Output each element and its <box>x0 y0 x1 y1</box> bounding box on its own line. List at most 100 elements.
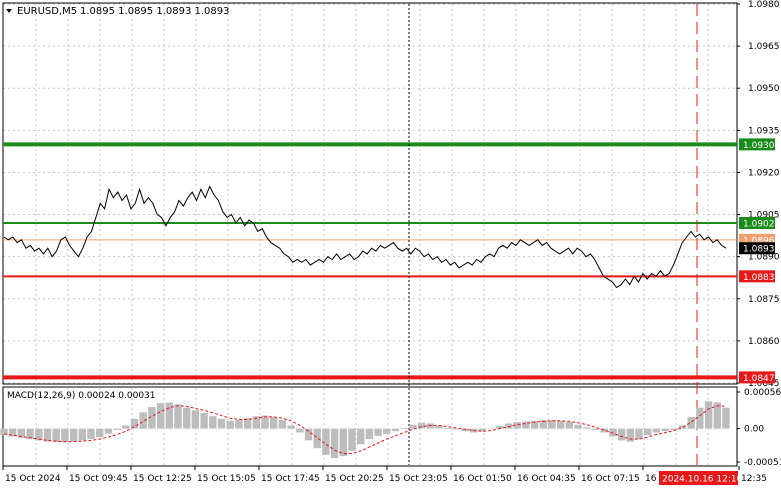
macd-bar <box>43 428 52 442</box>
level-labels: 1.0930 1.0902 1.0896 1.0883 1.0847 1.0893 <box>739 138 775 384</box>
macd-bar <box>226 420 234 429</box>
time-badge-label: 2024.10.16 12:10 <box>662 475 743 485</box>
macd-bar <box>383 428 391 434</box>
time-tick-label: 15 Oct 17:45 <box>261 474 320 484</box>
macd-bar <box>200 412 208 429</box>
macd-bar <box>61 428 69 443</box>
price-tick-label: 1.0860 <box>748 337 780 347</box>
price-tick-label: 1.0920 <box>748 168 780 178</box>
macd-bar <box>530 420 539 429</box>
time-badge <box>659 471 738 485</box>
macd-bar <box>348 428 356 451</box>
macd-bar <box>26 428 34 440</box>
macd-bar <box>713 402 721 429</box>
macd-bar <box>678 425 687 429</box>
macd-bar <box>148 407 156 429</box>
macd-bar <box>130 418 139 429</box>
macd-bar <box>626 428 634 442</box>
macd-bar <box>139 412 147 429</box>
macd-bar <box>304 428 313 441</box>
macd-bar <box>696 407 704 429</box>
time-tick-label: 15 Oct 12:25 <box>133 474 192 484</box>
macd-bar <box>539 420 547 429</box>
time-tick-label: 15 Oct 09:45 <box>69 474 128 484</box>
macd-bar <box>278 420 287 429</box>
macd-bar <box>426 423 434 429</box>
chart-header: EURUSD,M5 1.0895 1.0895 1.0893 1.0893 <box>6 6 230 17</box>
macd-bar <box>113 428 121 430</box>
time-tick-label: 16 Oct 04:35 <box>517 474 576 484</box>
macd-bar <box>209 416 217 429</box>
macd-bar <box>417 422 426 429</box>
price-axis: 1.0980 1.0965 1.0950 1.0935 1.0920 1.0905 1.08… <box>737 0 780 389</box>
macd-bar <box>722 407 730 429</box>
macd-bar <box>287 425 295 429</box>
macd-bar <box>374 428 382 436</box>
macd-tick-label: -0.00051 <box>744 458 781 468</box>
price-tick-label: 1.0935 <box>748 126 780 136</box>
price-tick-label: 1.0905 <box>748 211 780 221</box>
current-price-label: 1.0893 <box>743 245 775 255</box>
macd-bar <box>243 418 252 429</box>
macd-bar <box>478 428 487 432</box>
level-badge <box>739 371 775 384</box>
macd-bar <box>0 428 8 436</box>
macd-bar <box>452 428 460 430</box>
macd-bar <box>87 428 95 440</box>
time-tick-label: 15 Oct 2024 <box>5 474 61 484</box>
macd-bar <box>400 428 408 429</box>
macd-bar <box>322 428 330 455</box>
macd-bar <box>52 428 60 443</box>
macd-bar <box>548 420 556 429</box>
macd-bar <box>313 428 321 449</box>
macd-bar <box>191 410 200 429</box>
time-tick-label: 12:35 <box>741 474 767 484</box>
macd-bar <box>574 424 582 429</box>
time-tick-label: 16 Oct 07:15 <box>581 474 640 484</box>
time-tick-label: 16 Oct 01:50 <box>453 474 512 484</box>
macd-axis: 0.00056 0.00 -0.00051 <box>737 388 781 468</box>
main-pane-border <box>2 2 738 385</box>
macd-bar <box>591 428 600 430</box>
time-tick-label: 15 Oct 23:05 <box>389 474 448 484</box>
horizontal-levels <box>3 142 737 380</box>
macd-bar <box>156 403 165 429</box>
grid-lines <box>3 3 737 465</box>
macd-bar <box>339 428 347 457</box>
symbol-label: EURUSD,M5 <box>17 6 77 17</box>
macd-bar <box>704 401 713 429</box>
macd-bar <box>96 428 104 438</box>
level-badge <box>739 270 775 283</box>
level-label: 1.0930 <box>743 141 775 151</box>
ohlc-values: 1.0895 1.0895 1.0893 1.0893 <box>80 6 230 17</box>
time-tick-label: 16 <box>645 474 657 484</box>
time-axis: 15 Oct 2024 15 Oct 09:45 15 Oct 12:25 15 Oc… <box>2 466 767 485</box>
macd-bar <box>17 428 26 438</box>
vertical-markers <box>408 4 698 465</box>
macd-tick-label: 0.00056 <box>744 388 781 398</box>
macd-bar <box>522 421 530 429</box>
macd-bar <box>504 423 513 429</box>
time-tick-label: 15 Oct 15:05 <box>197 474 256 484</box>
price-tick-label: 1.0965 <box>748 42 780 52</box>
macd-bar <box>78 428 86 441</box>
triangle-down-icon[interactable] <box>6 9 12 13</box>
level-label: 1.0883 <box>743 273 775 283</box>
macd-bar <box>487 428 495 430</box>
macd-bar <box>409 424 417 429</box>
macd-bar <box>661 428 669 432</box>
price-tick-label: 1.0875 <box>748 295 780 305</box>
macd-bar <box>296 428 304 433</box>
macd-bar <box>670 428 678 430</box>
macd-bar <box>557 420 565 429</box>
macd-tick-label: 0.00 <box>744 425 764 435</box>
macd-bar <box>104 428 113 434</box>
macd-pane-border <box>2 386 738 467</box>
macd-bar <box>261 415 269 429</box>
macd-bar <box>9 428 17 437</box>
macd-bar <box>69 428 78 442</box>
macd-bar <box>461 428 469 432</box>
macd-bar <box>391 428 400 432</box>
level-badge <box>739 216 775 229</box>
